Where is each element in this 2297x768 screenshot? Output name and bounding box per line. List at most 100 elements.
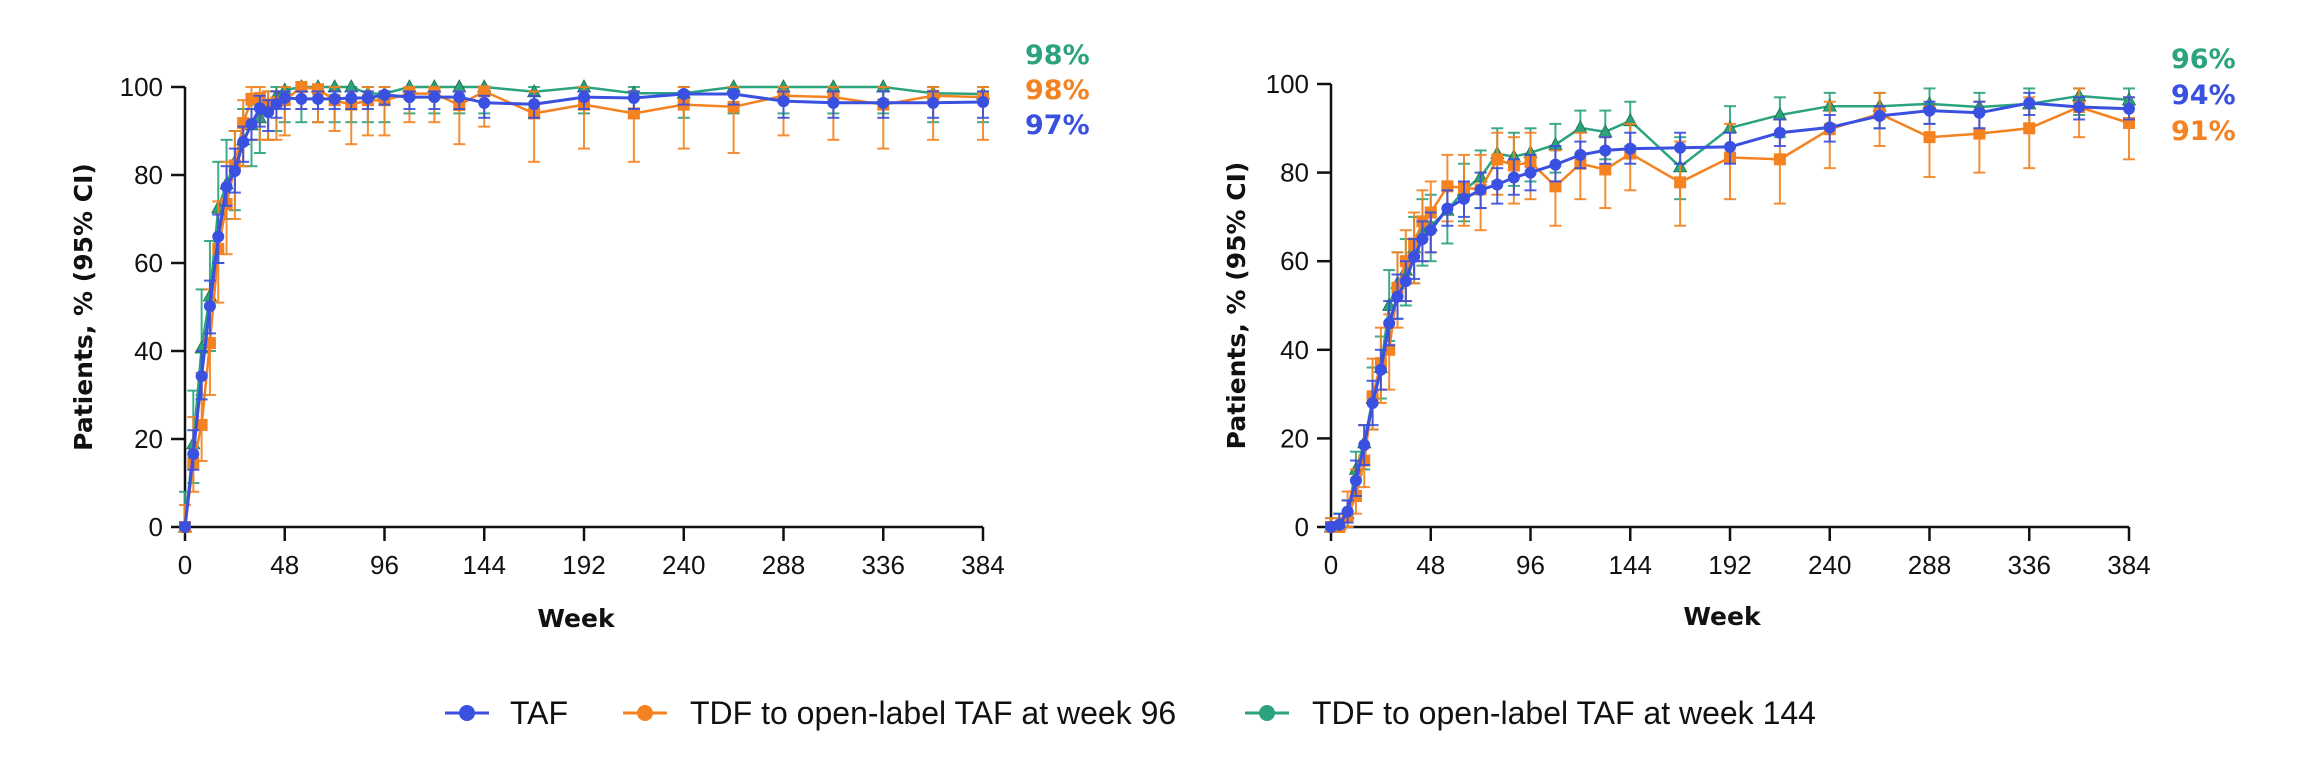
data-point bbox=[1923, 104, 1936, 117]
y-axis-title: Patients, % (95% CI) bbox=[1222, 162, 1251, 450]
y-tick-label: 20 bbox=[134, 424, 163, 454]
data-point bbox=[478, 96, 491, 109]
legend-marker bbox=[459, 705, 475, 721]
data-point bbox=[1424, 224, 1437, 237]
data-point bbox=[179, 521, 191, 533]
data-point bbox=[877, 96, 890, 109]
data-point bbox=[378, 88, 391, 101]
y-tick-label: 100 bbox=[120, 72, 163, 102]
data-point bbox=[1624, 142, 1637, 155]
y-tick-label: 0 bbox=[149, 512, 163, 542]
data-point bbox=[270, 98, 283, 111]
data-point bbox=[1549, 158, 1562, 171]
y-tick-label: 40 bbox=[134, 336, 163, 366]
series-taf bbox=[1325, 91, 2135, 533]
data-point bbox=[827, 96, 840, 109]
x-tick-label: 240 bbox=[662, 550, 705, 580]
data-point bbox=[220, 180, 233, 193]
series-taf bbox=[179, 88, 989, 533]
x-axis-title: Week bbox=[1683, 602, 1762, 631]
end-value-label: 94% bbox=[2171, 80, 2236, 111]
data-point bbox=[295, 92, 308, 105]
data-point bbox=[1399, 275, 1412, 288]
data-point bbox=[1873, 109, 1886, 122]
data-point bbox=[2023, 122, 2036, 135]
end-value-label: 96% bbox=[2171, 44, 2236, 75]
data-point bbox=[195, 418, 208, 431]
data-point bbox=[1923, 131, 1936, 144]
data-point bbox=[212, 230, 225, 243]
data-point bbox=[278, 92, 291, 104]
legend-item-tdf144: TDF to open-label TAF at week 144 bbox=[1245, 695, 1816, 731]
data-point bbox=[777, 95, 790, 108]
data-point bbox=[361, 92, 374, 104]
data-point bbox=[228, 165, 241, 178]
data-point bbox=[1374, 363, 1387, 376]
data-point bbox=[1773, 153, 1786, 166]
data-point bbox=[1823, 121, 1836, 134]
x-tick-label: 96 bbox=[1516, 550, 1545, 580]
data-point bbox=[727, 88, 740, 101]
x-tick-label: 48 bbox=[270, 550, 299, 580]
x-tick-label: 0 bbox=[1324, 550, 1338, 580]
data-point bbox=[1358, 439, 1371, 452]
chart-panel-left: 0 48 96 144 192 240 288 336 384 0 20 40 60 80 100 Week P… bbox=[69, 40, 1090, 633]
x-tick-label: 144 bbox=[463, 550, 506, 580]
chart-panel-right: 0 48 96 144 192 240 288 336 384 0 20 40 60 80 100 Week P… bbox=[1222, 44, 2236, 631]
legend-label: TDF to open-label TAF at week 144 bbox=[1312, 695, 1816, 731]
y-tick-label: 0 bbox=[1295, 512, 1309, 542]
data-point bbox=[312, 92, 324, 105]
data-point bbox=[237, 136, 250, 148]
legend-marker bbox=[1259, 705, 1275, 721]
data-point bbox=[1416, 233, 1429, 246]
data-point bbox=[1408, 250, 1421, 263]
series-line bbox=[183, 85, 984, 528]
data-point bbox=[1507, 171, 1520, 184]
data-point bbox=[1524, 166, 1537, 179]
legend-item-tdf96: TDF to open-label TAF at week 96 bbox=[623, 695, 1176, 731]
x-tick-label: 144 bbox=[1609, 550, 1652, 580]
data-point bbox=[627, 107, 640, 120]
y-tick-label: 100 bbox=[1266, 69, 1309, 99]
data-point bbox=[1973, 106, 1986, 119]
data-point bbox=[1474, 183, 1487, 196]
x-tick-label: 240 bbox=[1808, 550, 1851, 580]
x-tick-label: 336 bbox=[2008, 550, 2051, 580]
data-point bbox=[677, 88, 690, 101]
data-point bbox=[187, 447, 200, 460]
data-point bbox=[2073, 101, 2086, 114]
x-axis-title: Week bbox=[537, 604, 616, 633]
end-value-label: 97% bbox=[1025, 110, 1090, 141]
data-point bbox=[1341, 505, 1354, 518]
data-point bbox=[1441, 202, 1454, 215]
x-tick-label: 48 bbox=[1416, 550, 1445, 580]
data-point bbox=[295, 81, 308, 93]
end-value-label: 98% bbox=[1025, 40, 1090, 71]
x-tick-label: 288 bbox=[762, 550, 805, 580]
data-point bbox=[1458, 192, 1470, 205]
x-tick-label: 192 bbox=[562, 550, 605, 580]
x-tick-label: 384 bbox=[961, 550, 1004, 580]
data-point bbox=[627, 92, 640, 104]
data-point bbox=[195, 370, 208, 383]
data-point bbox=[245, 117, 258, 130]
data-point bbox=[2123, 102, 2135, 115]
data-point bbox=[1973, 127, 1986, 140]
data-point bbox=[328, 92, 341, 105]
series-line bbox=[183, 85, 984, 528]
legend-label: TDF to open-label TAF at week 96 bbox=[690, 695, 1176, 731]
x-tick-label: 384 bbox=[2107, 550, 2150, 580]
x-tick-label: 336 bbox=[862, 550, 905, 580]
data-point bbox=[345, 92, 358, 104]
data-point bbox=[927, 96, 940, 109]
data-point bbox=[1391, 290, 1404, 303]
x-tick-label: 288 bbox=[1908, 550, 1951, 580]
data-point bbox=[478, 85, 491, 98]
data-point bbox=[1773, 126, 1786, 139]
y-tick-label: 40 bbox=[1280, 335, 1309, 365]
data-point bbox=[528, 98, 541, 111]
data-point bbox=[1349, 474, 1362, 487]
data-point bbox=[1383, 317, 1396, 330]
y-tick-label: 20 bbox=[1280, 423, 1309, 453]
